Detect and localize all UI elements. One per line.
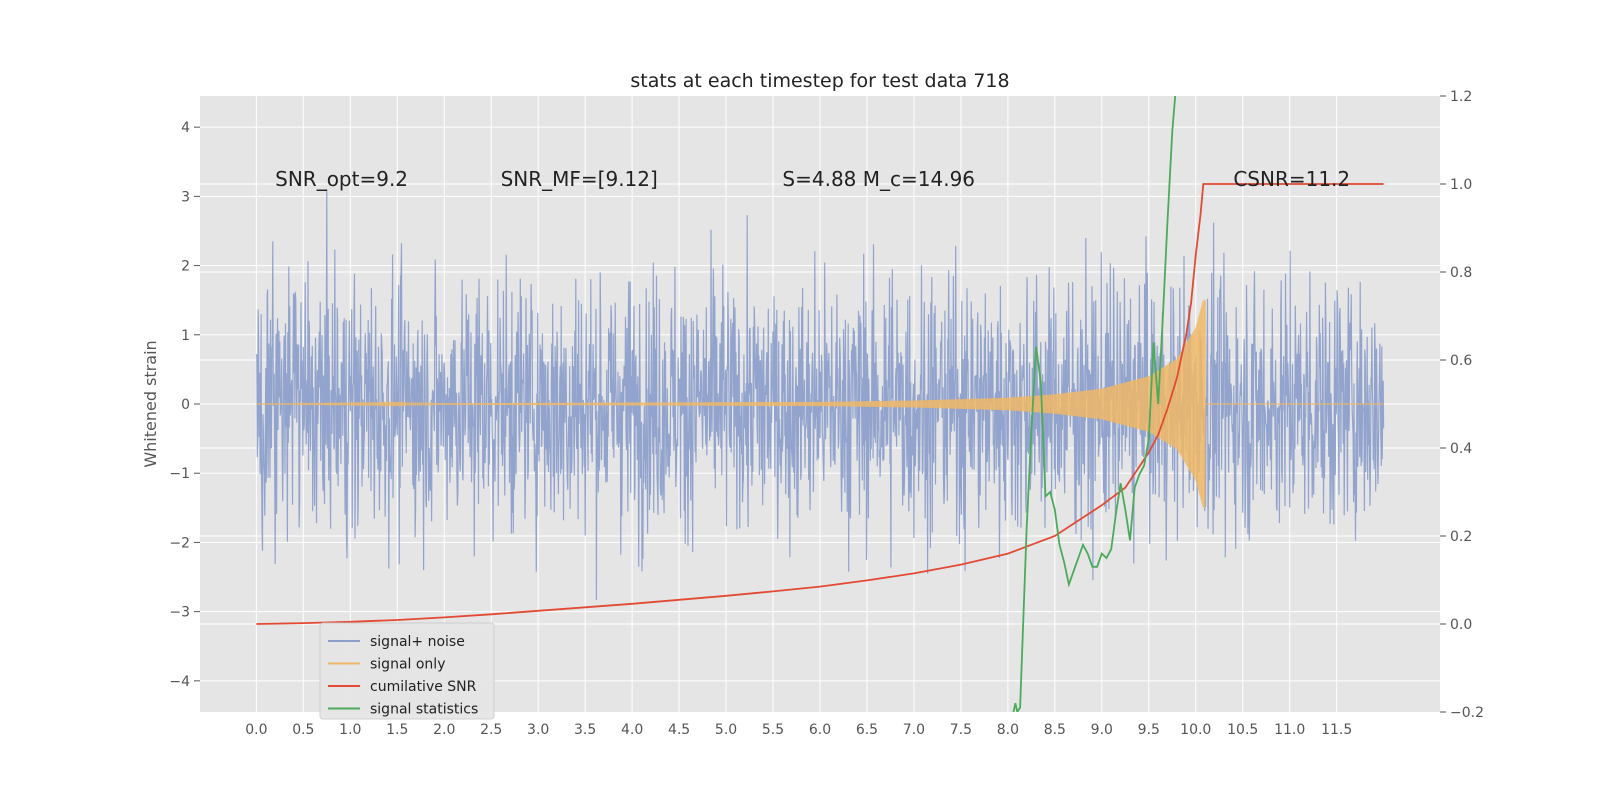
legend: signal+ noise signal only cumilative SNR si… xyxy=(319,622,495,720)
x-tick-label: 3.5 xyxy=(574,722,596,738)
chart-title: stats at each timestep for test data 718 xyxy=(630,70,1009,92)
legend-label: signal only xyxy=(370,657,445,673)
y-tick-label: −3 xyxy=(169,605,190,621)
signal-statistics-series xyxy=(1012,96,1177,712)
x-tick-label: 3.0 xyxy=(527,722,549,738)
x-tick-label: 7.5 xyxy=(950,722,972,738)
y-tick-label: 4 xyxy=(181,120,190,136)
annotation-snr-opt: SNR_opt=9.2 xyxy=(275,167,408,191)
annotation-snr-mf: SNR_MF=[9.12] xyxy=(501,167,658,191)
y-tick-label: 2 xyxy=(181,259,190,275)
y2-tick-label: 0.6 xyxy=(1450,353,1472,369)
x-tick-label: 10.5 xyxy=(1227,722,1258,738)
x-tick-label: 2.0 xyxy=(433,722,455,738)
x-axis-ticks: 0.0 0.5 1.0 1.5 2.0 2.5 3.0 3.5 4.0 4.5 5.0 5.5 6.0 6… xyxy=(245,722,1352,738)
y-tick-label: 0 xyxy=(181,397,190,413)
x-tick-label: 5.5 xyxy=(762,722,784,738)
legend-label: cumilative SNR xyxy=(370,679,477,695)
y2-tick-label: 1.2 xyxy=(1450,89,1472,105)
x-tick-label: 7.0 xyxy=(903,722,925,738)
x-tick-label: 6.0 xyxy=(809,722,831,738)
x-tick-label: 9.0 xyxy=(1091,722,1113,738)
x-tick-label: 4.0 xyxy=(621,722,643,738)
y-tick-label: 3 xyxy=(181,189,190,205)
x-tick-label: 10.0 xyxy=(1180,722,1211,738)
y-tick-label: −4 xyxy=(169,674,190,690)
y2-axis-ticks: −0.2 0.0 0.2 0.4 0.6 0.8 1.0 1.2 xyxy=(1440,89,1484,721)
x-tick-label: 0.0 xyxy=(245,722,267,738)
x-tick-label: 2.5 xyxy=(480,722,502,738)
x-tick-label: 9.5 xyxy=(1138,722,1160,738)
y2-tick-label: 0.2 xyxy=(1450,529,1472,545)
legend-label: signal statistics xyxy=(370,702,478,718)
signal-only-line xyxy=(256,300,1384,508)
x-tick-label: 8.0 xyxy=(997,722,1019,738)
x-tick-label: 5.0 xyxy=(715,722,737,738)
y-axis-label: Whitened strain xyxy=(141,340,160,467)
y2-tick-label: 0.0 xyxy=(1450,617,1472,633)
x-tick-label: 1.0 xyxy=(339,722,361,738)
y-tick-label: 1 xyxy=(181,328,190,344)
y-axis-ticks: −4 −3 −2 −1 0 1 2 3 4 xyxy=(169,120,200,690)
legend-label: signal+ noise xyxy=(370,634,465,650)
annotation-csnr: CSNR=11.2 xyxy=(1233,167,1350,191)
y2-tick-label: 0.4 xyxy=(1450,441,1472,457)
x-tick-label: 11.5 xyxy=(1321,722,1352,738)
y2-tick-label: 0.8 xyxy=(1450,265,1472,281)
y-tick-label: −2 xyxy=(169,535,190,551)
x-tick-label: 1.5 xyxy=(386,722,408,738)
y2-tick-label: 1.0 xyxy=(1450,177,1472,193)
cumulative-snr-line xyxy=(256,183,1384,625)
signal-statistics-line xyxy=(1012,96,1177,712)
x-tick-label: 4.5 xyxy=(668,722,690,738)
annotation-s-stat: S=4.88 M_c=14.96 xyxy=(782,167,975,191)
legend-box xyxy=(319,622,495,720)
x-tick-label: 6.5 xyxy=(856,722,878,738)
x-tick-label: 8.5 xyxy=(1044,722,1066,738)
y-tick-label: −1 xyxy=(169,466,190,482)
cumulative-snr-series xyxy=(256,183,1384,625)
y2-tick-label: −0.2 xyxy=(1450,705,1484,721)
x-tick-label: 0.5 xyxy=(292,722,314,738)
signal-only-series xyxy=(256,300,1384,508)
x-tick-label: 11.0 xyxy=(1274,722,1305,738)
annotations: SNR_opt=9.2 SNR_MF=[9.12] S=4.88 M_c=14.96… xyxy=(275,167,1350,191)
